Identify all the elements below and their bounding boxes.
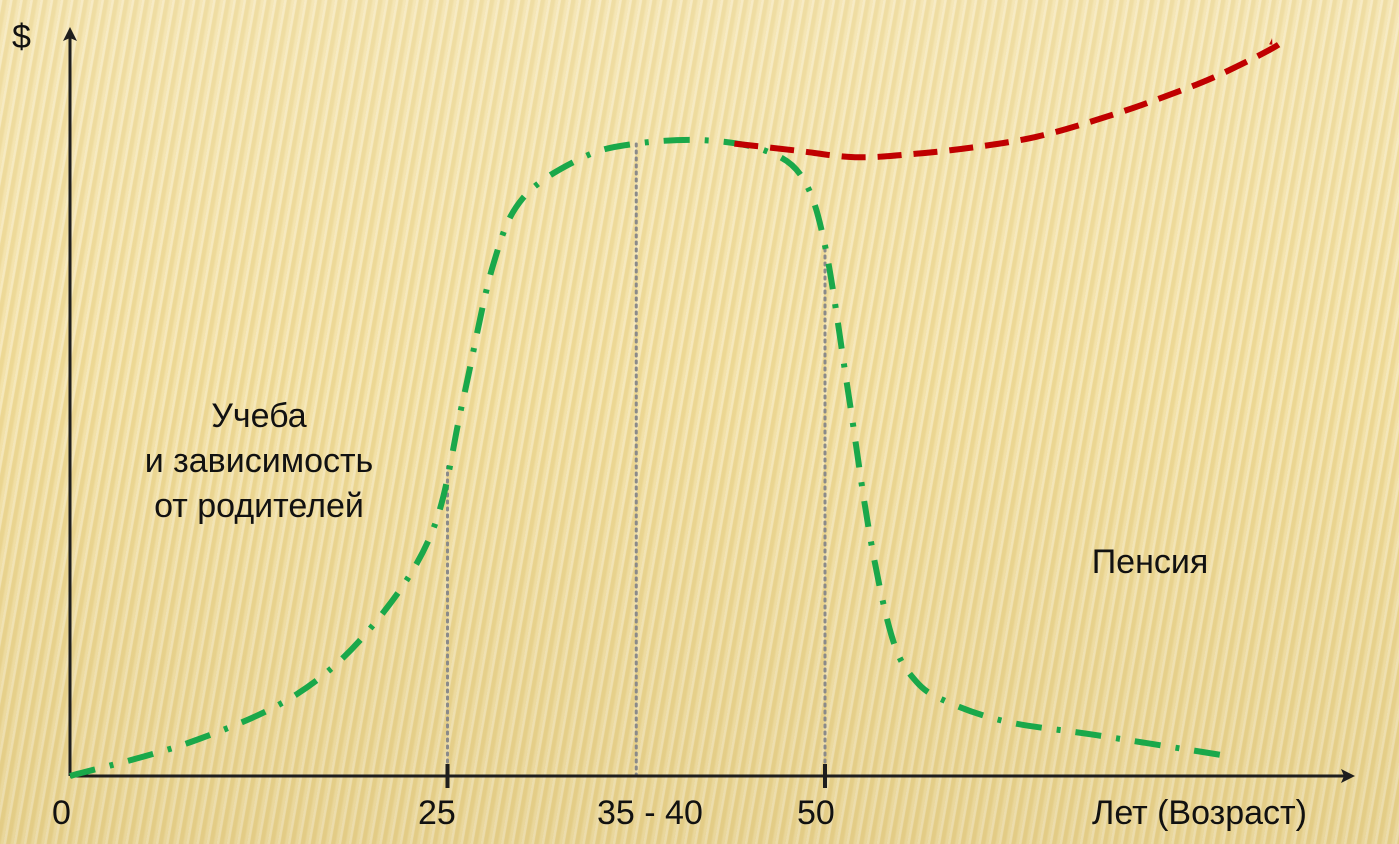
x-tick-label-35-40: 35 - 40 [597,794,703,832]
pension-projection-line [734,38,1284,161]
annotation-line: Учеба [211,397,307,435]
y-axis-label: $ [12,18,31,56]
x-axis-label: Лет (Возраст) [1092,794,1307,832]
x-tick-label-50: 50 [797,794,835,832]
x-tick-label-0: 0 [52,794,71,832]
annotation-line: от родителей [154,487,364,525]
annotation-line: и зависимость [144,442,374,480]
annotation-study-dependency: Учеба и зависимость от родителей [84,394,434,529]
income-curve-line [69,136,1226,779]
annotation-retirement: Пенсия [1060,540,1240,585]
annotation-line: Пенсия [1091,543,1209,581]
x-tick-label-25: 25 [418,794,456,832]
